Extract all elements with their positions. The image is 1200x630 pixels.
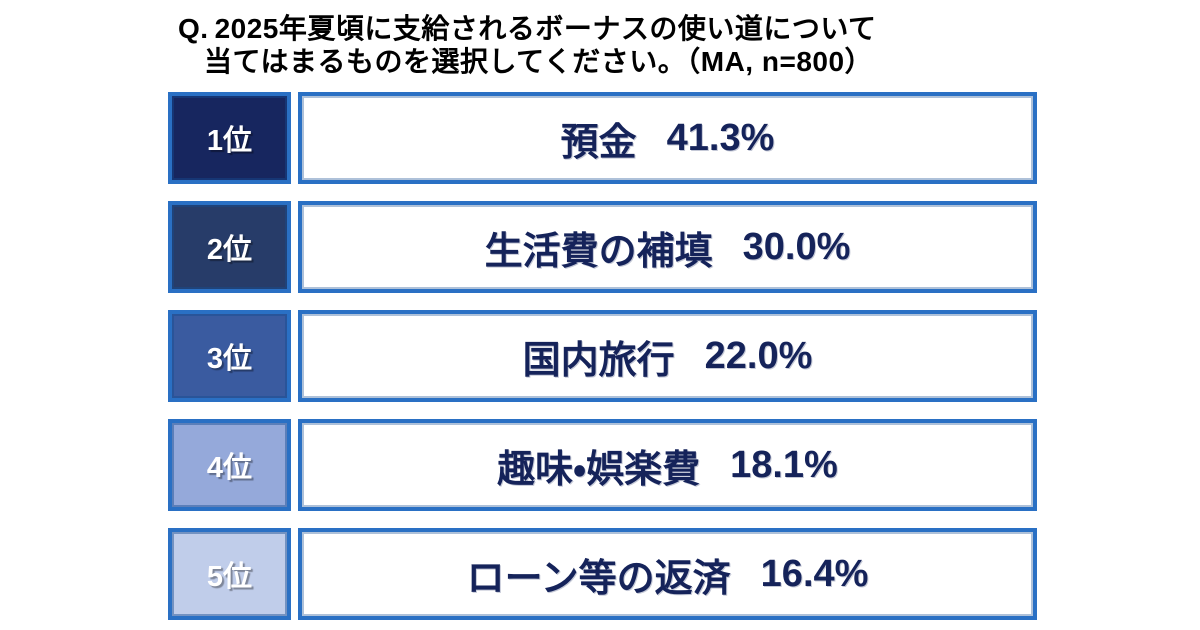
ranking-bar-3: 国内旅行 22.0%: [298, 310, 1037, 402]
answer-label: 預金: [560, 121, 637, 164]
ranking-row-5: 5位 ローン等の返済 16.4%: [168, 528, 1037, 620]
ranking-row-1: 1位 預金 41.3%: [168, 92, 1037, 184]
question-prefix: Q.: [178, 13, 209, 44]
question-text-line1: 2025年夏頃に支給されるボーナスの使い道について: [214, 13, 877, 44]
rank-badge-3: 3位: [168, 310, 291, 402]
answer-label: 国内旅行: [522, 339, 675, 382]
question-title-line2: 当てはまるものを選択してください。（MA, n=800）: [204, 46, 874, 77]
rank-badge-1: 1位: [168, 92, 291, 184]
answer-label: 生活費の補填: [484, 230, 713, 273]
ranking-bar-5: ローン等の返済 16.4%: [298, 528, 1037, 620]
ranking-bar-2: 生活費の補填 30.0%: [298, 201, 1037, 293]
answer-percentage: 41.3%: [666, 116, 775, 159]
ranking-row-3: 3位 国内旅行 22.0%: [168, 310, 1037, 402]
answer-percentage: 16.4%: [760, 552, 869, 595]
rank-badge-2: 2位: [168, 201, 291, 293]
question-title-line1: Q. 2025年夏頃に支給されるボーナスの使い道について: [178, 12, 877, 45]
rank-badge-5: 5位: [168, 528, 291, 620]
answer-label: 趣味・娯楽費: [497, 448, 701, 491]
rank-badge-4: 4位: [168, 419, 291, 511]
answer-percentage: 18.1%: [730, 443, 838, 486]
answer-label: ローン等の返済: [466, 557, 731, 600]
ranking-bar-1: 預金 41.3%: [298, 92, 1037, 184]
ranking-list: 1位 預金 41.3% 2位 生活費の補填 30.0% 3位 国内旅行 22.0…: [168, 92, 1037, 620]
question-title: Q. 2025年夏頃に支給されるボーナスの使い道について 当てはまるものを選択し…: [178, 12, 877, 78]
answer-percentage: 30.0%: [742, 225, 851, 268]
ranking-row-2: 2位 生活費の補填 30.0%: [168, 201, 1037, 293]
ranking-bar-4: 趣味・娯楽費 18.1%: [298, 419, 1037, 511]
answer-percentage: 22.0%: [704, 334, 813, 377]
ranking-row-4: 4位 趣味・娯楽費 18.1%: [168, 419, 1037, 511]
